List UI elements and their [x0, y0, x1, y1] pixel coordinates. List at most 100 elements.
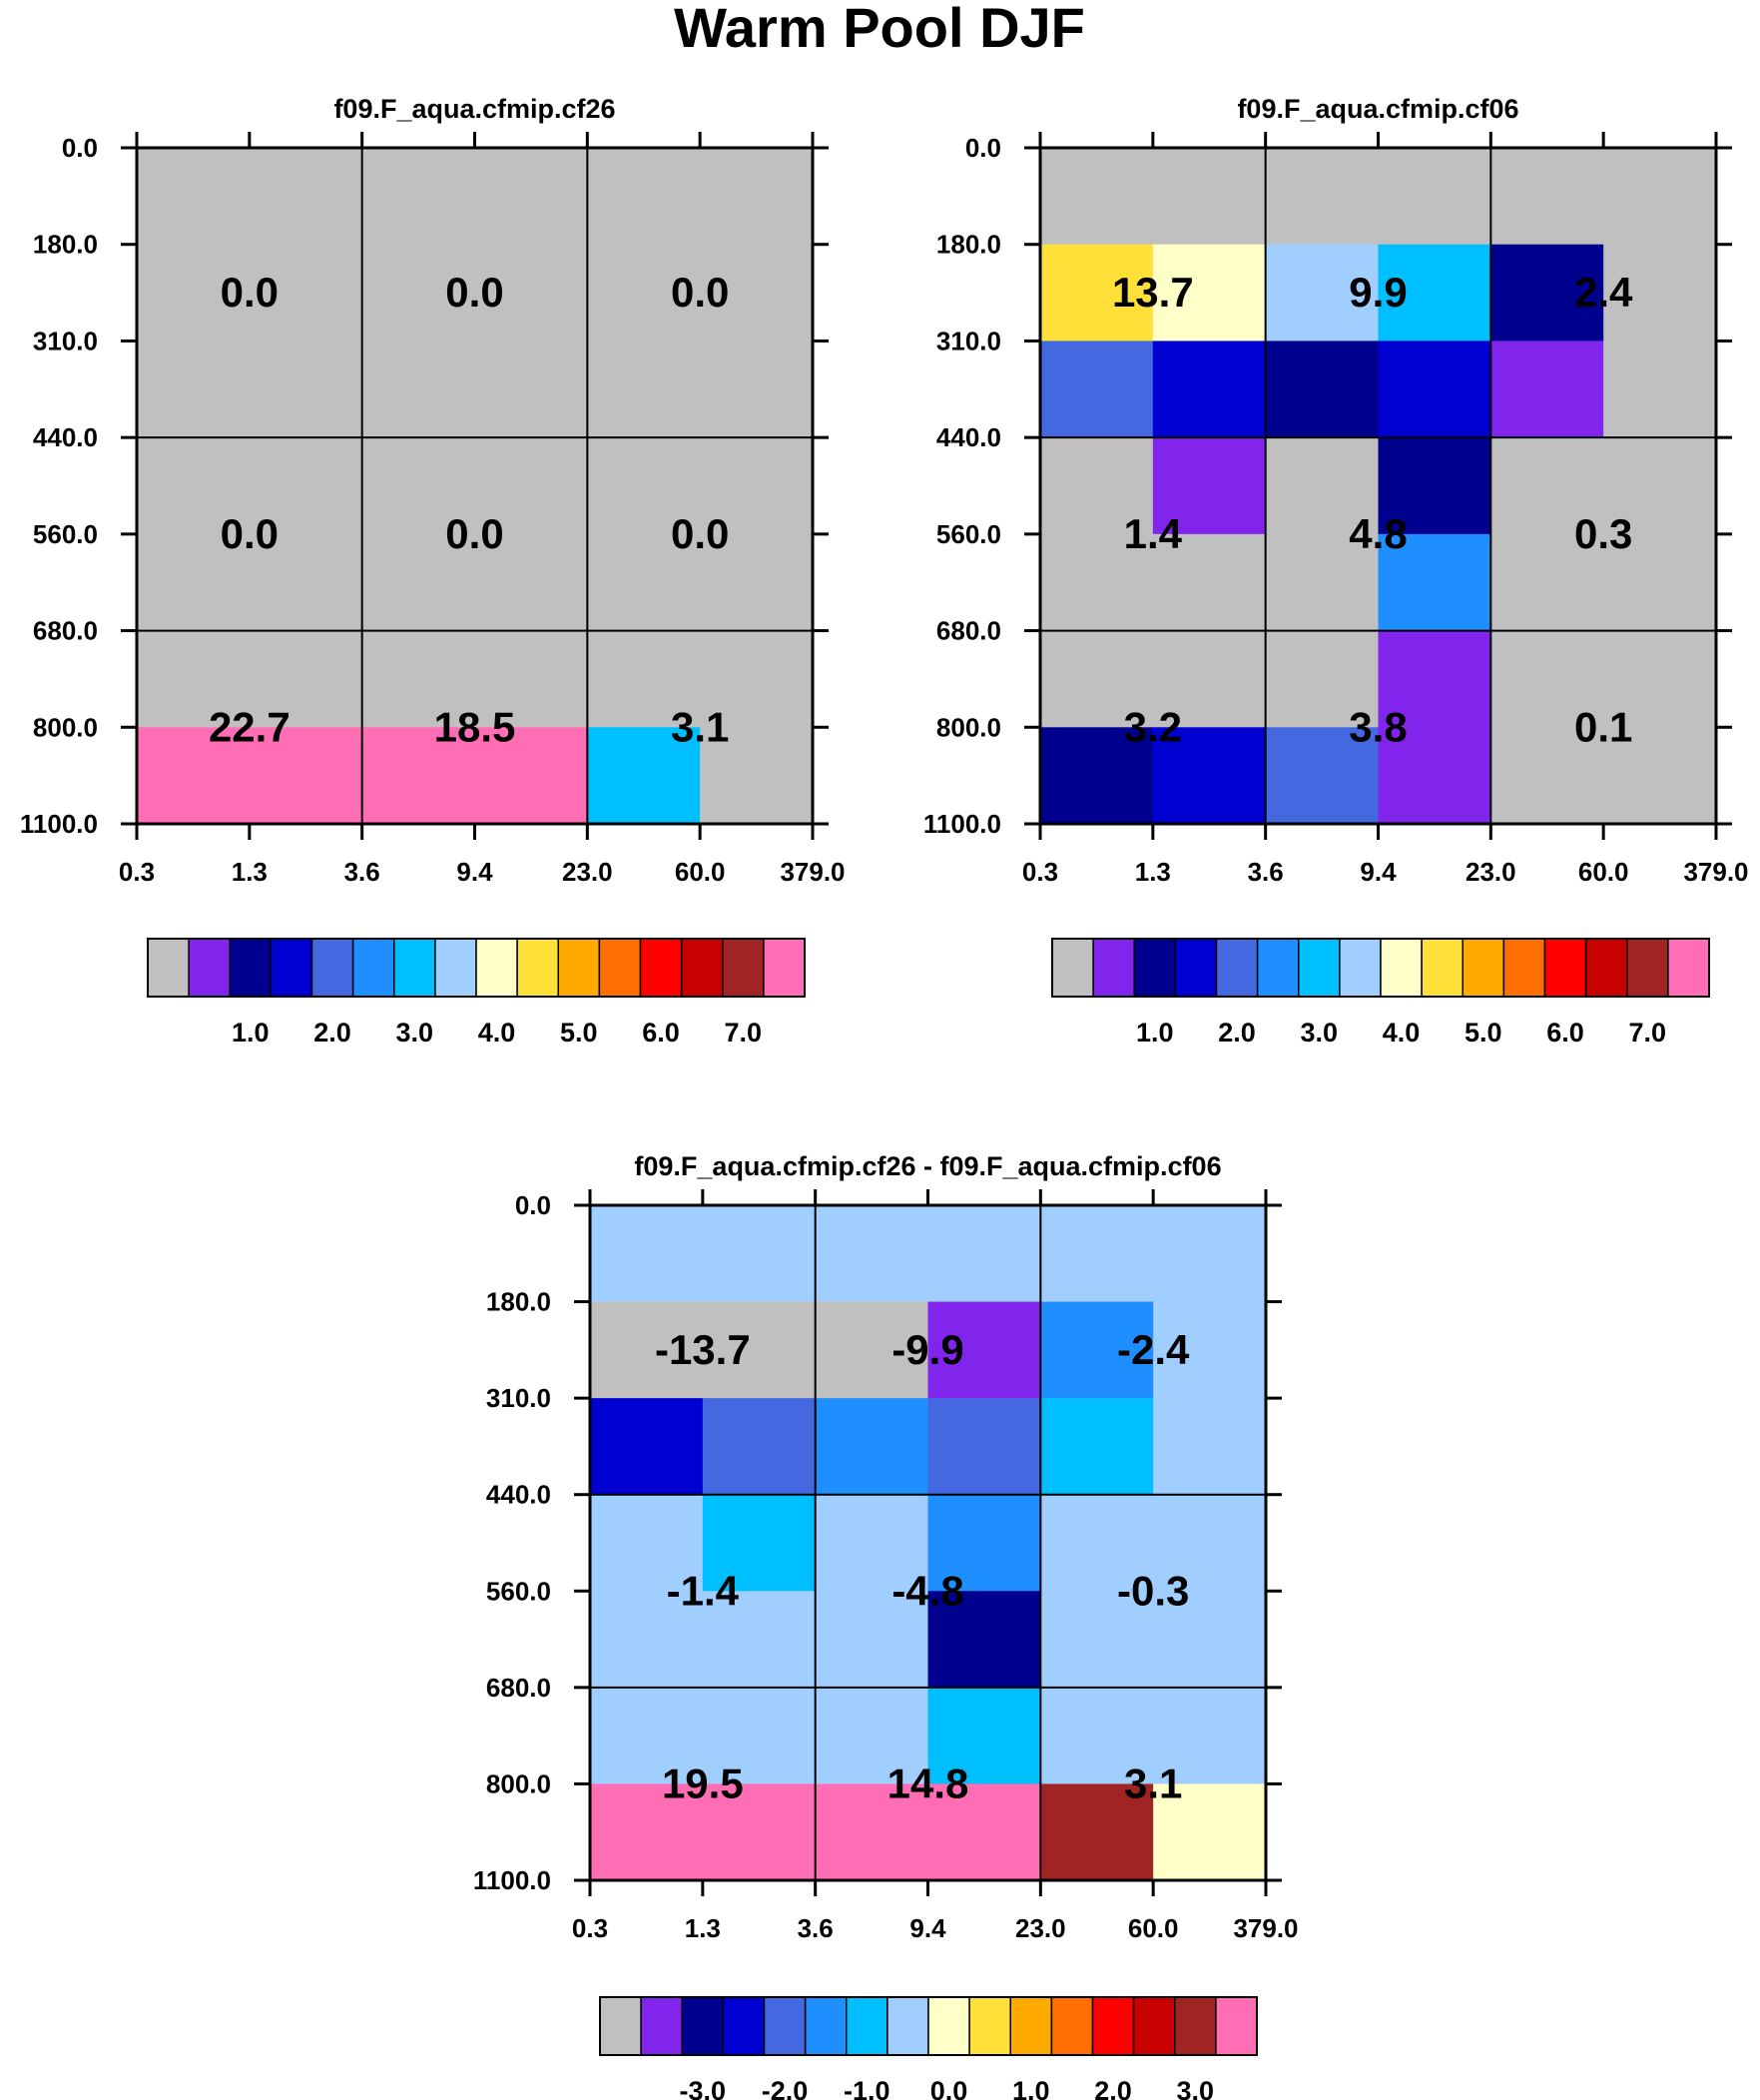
cell-value-label: -1.4: [667, 1567, 740, 1614]
colorbar-swatch: [1051, 938, 1094, 998]
y-tick-label: 680.0: [486, 1673, 551, 1703]
heatmap-cell: [815, 1494, 929, 1592]
colorbar-swatch: [1256, 938, 1300, 998]
x-tick-label: 0.3: [1022, 857, 1058, 887]
cell-value-label: 0.0: [221, 269, 279, 316]
heatmap-cell: [587, 244, 701, 343]
colorbar-swatch: [1009, 1996, 1053, 2056]
cell-value-label: 22.7: [209, 703, 291, 750]
heatmap-cell: [137, 341, 251, 438]
cell-value-label: 18.5: [434, 703, 516, 750]
colorbar-swatch: [1421, 938, 1465, 998]
colorbar-swatch: [475, 938, 518, 998]
cell-value-label: 0.0: [445, 269, 503, 316]
colorbar-swatch: [1298, 938, 1341, 998]
page-title: Warm Pool DJF: [674, 0, 1085, 59]
colorbar-swatch: [1502, 938, 1546, 998]
heatmap-cell: [1152, 437, 1267, 535]
heatmap-cell: [1378, 533, 1491, 632]
heatmap-cell: [1378, 341, 1491, 438]
heatmap-cell: [1265, 727, 1380, 825]
colorbar-swatch: [147, 938, 190, 998]
heatmap-cell: [361, 148, 476, 246]
cell-value-label: 3.2: [1124, 703, 1182, 750]
y-tick-label: 560.0: [486, 1576, 551, 1606]
heatmap-cell: [587, 148, 701, 246]
colorbar-swatch: [598, 938, 642, 998]
x-tick-label: 1.3: [232, 857, 268, 887]
colorbar-swatch: [516, 938, 560, 998]
heatmap-cell: [590, 1205, 704, 1303]
colorbar-swatch: [1050, 1996, 1094, 2056]
heatmap-panel: 0.0 180.0 310.0 440.0 560.0 680.0 800.0 1100.0 0…: [473, 1151, 1299, 2100]
panel-title: f09.F_aqua.cfmip.cf06: [1237, 94, 1518, 124]
heatmap-cell: [587, 341, 701, 438]
heatmap-cell: [927, 1205, 1041, 1303]
x-tick-label: 9.4: [909, 1913, 946, 1943]
heatmap-cell: [927, 1494, 1041, 1592]
colorbar-swatch: [680, 938, 724, 998]
heatmap-cell: [361, 533, 476, 632]
colorbar-swatch: [722, 1996, 766, 2056]
heatmap-cell: [1603, 727, 1717, 825]
colorbar-swatch: [1092, 938, 1136, 998]
y-tick-label: 560.0: [936, 519, 1001, 549]
heatmap-cell: [702, 1591, 817, 1689]
heatmap-cell: [1490, 341, 1604, 438]
colorbar-label: 1.0: [1136, 1018, 1174, 1048]
heatmap-cell: [1040, 341, 1154, 438]
y-tick-label: 0.0: [515, 1190, 551, 1220]
colorbar-swatch: [1626, 938, 1669, 998]
heatmap-cell: [1152, 727, 1267, 825]
heatmap-cell: [1153, 1591, 1267, 1689]
heatmap-cell: [702, 1687, 817, 1785]
heatmap-cell: [1040, 533, 1154, 632]
heatmap-cell: [927, 1398, 1041, 1496]
heatmap-cell: [587, 630, 701, 728]
cell-value-label: 0.3: [1574, 510, 1632, 557]
heatmap-cell: [702, 1783, 817, 1881]
heatmap-cell: [1265, 533, 1380, 632]
heatmap-cell: [1040, 1301, 1154, 1399]
colorbar-label: -2.0: [762, 2076, 809, 2100]
x-tick-label: 23.0: [562, 857, 613, 887]
heatmap-cell: [137, 630, 251, 728]
colorbar-swatch: [722, 938, 765, 998]
heatmap-cell: [702, 1205, 817, 1303]
x-tick-label: 0.3: [119, 857, 155, 887]
colorbar-label: 5.0: [560, 1018, 598, 1048]
heatmap-panel: 0.0 180.0 310.0 440.0 560.0 680.0 800.0 1100.0 0…: [923, 94, 1749, 1048]
cell-value-label: 14.8: [887, 1759, 969, 1806]
x-tick-label: 60.0: [1578, 857, 1629, 887]
heatmap-cell: [1603, 630, 1717, 728]
heatmap-cell: [1040, 244, 1154, 343]
colorbar-swatch: [1215, 938, 1259, 998]
heatmap-cell: [361, 630, 476, 728]
colorbar-swatch: [351, 938, 395, 998]
heatmap-cell: [1040, 1783, 1154, 1881]
heatmap-cell: [137, 727, 251, 825]
colorbar-swatch: [270, 938, 313, 998]
heatmap-cell: [361, 341, 476, 438]
heatmap-cell: [815, 1398, 929, 1496]
colorbar-label: 1.0: [232, 1018, 270, 1048]
colorbar-frame: [1051, 938, 1710, 998]
colorbar-swatch: [310, 938, 354, 998]
x-tick-label: 23.0: [1466, 857, 1516, 887]
colorbar-swatch: [1380, 938, 1423, 998]
heatmap-cell: [1490, 437, 1604, 535]
heatmap-cell: [249, 630, 363, 728]
heatmap-cell: [474, 727, 588, 825]
heatmap-cell: [1040, 1494, 1154, 1592]
heatmap-cell: [700, 437, 814, 535]
colorbar-swatch: [846, 1996, 888, 2056]
cell-value-label: 1.4: [1124, 510, 1183, 557]
cell-value-label: -0.3: [1117, 1567, 1189, 1614]
heatmap-cell: [361, 437, 476, 535]
cell-value-label: 0.0: [445, 510, 503, 557]
heatmap-cell: [1378, 244, 1491, 343]
cell-value-label: 4.8: [1349, 510, 1407, 557]
cell-value-label: 2.4: [1574, 269, 1633, 316]
x-tick-label: 9.4: [456, 857, 493, 887]
heatmap-cell: [1378, 437, 1491, 535]
